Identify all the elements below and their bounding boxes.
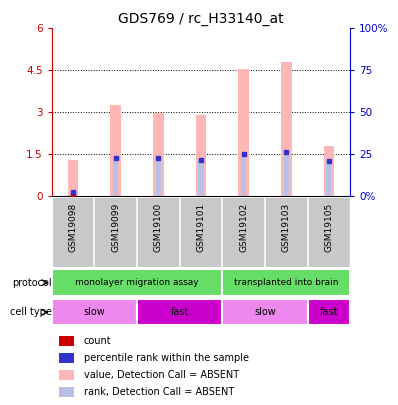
Text: slow: slow — [84, 307, 105, 317]
Bar — [199, 160, 203, 196]
Text: GSM19099: GSM19099 — [111, 203, 120, 252]
Bar — [241, 154, 246, 196]
Text: fast: fast — [170, 307, 189, 317]
Title: GDS769 / rc_H33140_at: GDS769 / rc_H33140_at — [118, 11, 284, 26]
Bar — [59, 370, 74, 380]
Text: GSM19101: GSM19101 — [197, 203, 205, 252]
Bar — [222, 269, 350, 296]
Text: cell type: cell type — [10, 307, 52, 317]
Text: GSM19105: GSM19105 — [324, 203, 334, 252]
Text: monolayer migration assay: monolayer migration assay — [75, 278, 199, 287]
Text: rank, Detection Call = ABSENT: rank, Detection Call = ABSENT — [84, 387, 234, 396]
Bar — [59, 353, 74, 363]
Bar — [196, 115, 206, 196]
Text: transplanted into brain: transplanted into brain — [234, 278, 339, 287]
Bar — [70, 192, 76, 196]
Text: value, Detection Call = ABSENT: value, Detection Call = ABSENT — [84, 370, 239, 380]
Bar — [156, 158, 161, 196]
Bar — [153, 113, 164, 196]
Bar — [324, 145, 334, 196]
Bar — [59, 387, 74, 396]
Text: percentile rank within the sample: percentile rank within the sample — [84, 353, 249, 363]
Bar — [59, 336, 74, 346]
Bar — [281, 62, 292, 196]
Bar — [52, 269, 222, 296]
Bar — [326, 161, 332, 196]
Bar — [222, 299, 308, 326]
Text: GSM19098: GSM19098 — [68, 203, 78, 252]
Bar — [110, 105, 121, 196]
Bar — [68, 160, 78, 196]
Text: GSM19102: GSM19102 — [239, 203, 248, 252]
Bar — [137, 299, 222, 326]
Bar — [284, 152, 289, 196]
Bar — [52, 299, 137, 326]
Bar — [113, 158, 118, 196]
Text: GSM19103: GSM19103 — [282, 203, 291, 252]
Text: count: count — [84, 336, 111, 346]
Text: GSM19100: GSM19100 — [154, 203, 163, 252]
Text: fast: fast — [320, 307, 338, 317]
Bar — [308, 299, 350, 326]
Text: protocol: protocol — [12, 278, 52, 288]
Bar — [238, 68, 249, 196]
Text: slow: slow — [254, 307, 276, 317]
